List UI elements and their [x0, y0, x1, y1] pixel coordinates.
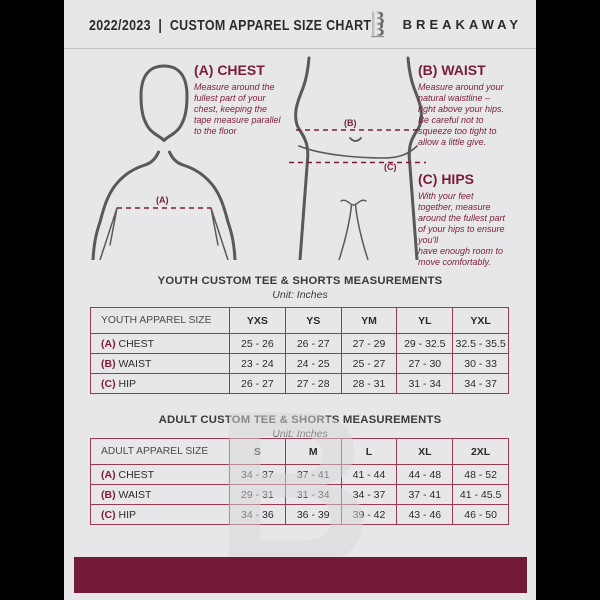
svg-text:(C): (C)	[384, 162, 397, 172]
svg-text:(A): (A)	[156, 195, 169, 205]
svg-text:B: B	[371, 20, 385, 38]
svg-text:(B): (B)	[344, 118, 357, 128]
